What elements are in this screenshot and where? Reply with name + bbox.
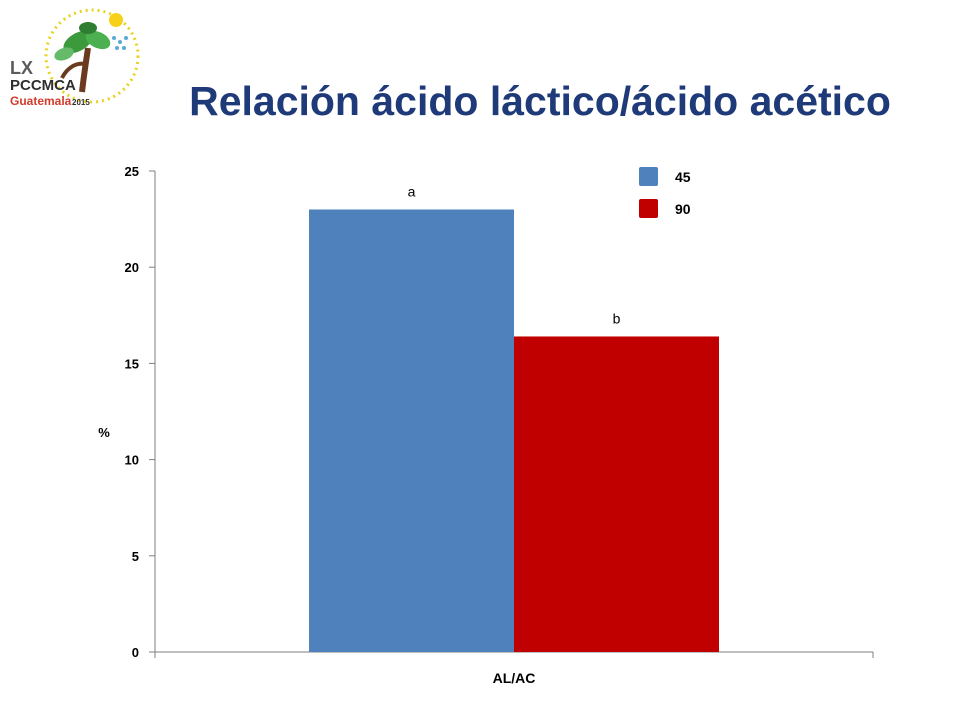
y-tick-label: 25 [125,164,139,179]
logo-guatemala: Guatemala [10,94,72,108]
legend-swatch-45 [639,167,658,186]
logo-pccmca: PCCMCA [10,77,76,94]
chart-axes: 0 5 10 15 20 25% [98,164,874,660]
chart-bars [309,209,719,653]
pccmca-logo-graphic: LX PCCMCA Guatemala 2015 [10,8,140,108]
logo-year: 2015 [72,98,90,107]
y-tick-label: 20 [125,260,139,275]
chart-legend: 45 90 [639,167,691,218]
y-axis-label: % [98,425,110,440]
pccmca-logo: LX PCCMCA Guatemala 2015 [4,4,144,114]
y-tick-label: 15 [125,356,139,371]
sun-icon [109,13,123,27]
x-category-label: AL/AC [493,670,536,686]
legend-swatch-90 [639,199,658,218]
bar-annotation-45: a [408,183,416,199]
y-tick-label: 0 [132,645,139,660]
logo-lx: LX [10,58,33,78]
chart-labels: a b AL/AC [408,183,621,686]
legend-label-45: 45 [675,169,691,185]
bar-annotation-90: b [613,310,621,326]
rain-icon [112,36,128,50]
y-tick-label: 10 [125,453,139,468]
bar-90 [514,336,719,652]
y-tick-label: 5 [132,549,139,564]
legend-label-90: 90 [675,201,691,217]
bar-45 [309,209,514,653]
tree-icon [54,22,111,93]
logo-ring [44,8,140,104]
slide-title: Relación ácido láctico/ácido acético [189,78,891,124]
